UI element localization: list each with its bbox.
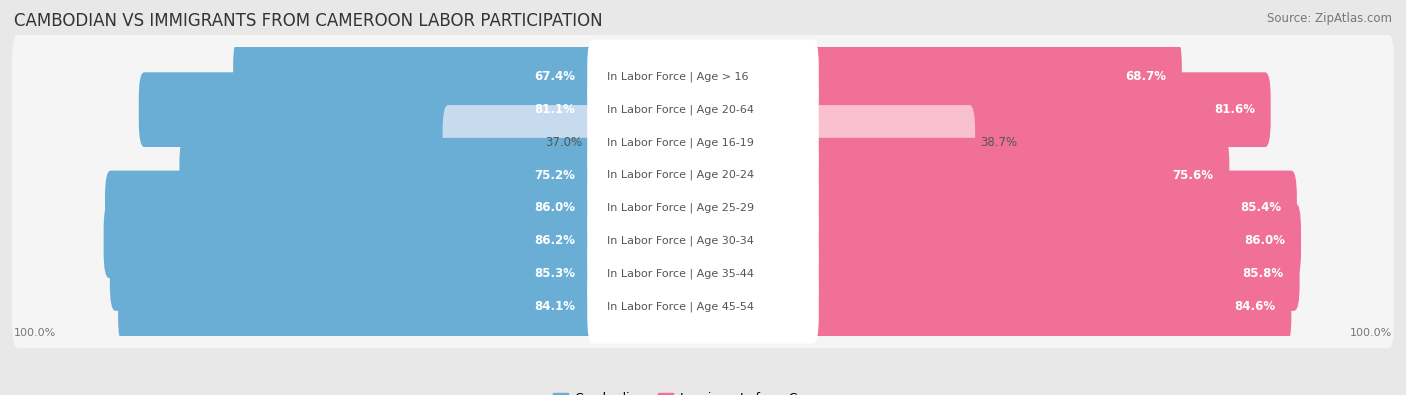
Text: CAMBODIAN VS IMMIGRANTS FROM CAMEROON LABOR PARTICIPATION: CAMBODIAN VS IMMIGRANTS FROM CAMEROON LA…	[14, 12, 603, 30]
Text: 85.4%: 85.4%	[1240, 201, 1281, 214]
Text: 100.0%: 100.0%	[1350, 328, 1392, 338]
FancyBboxPatch shape	[697, 105, 976, 180]
Text: 67.4%: 67.4%	[534, 70, 575, 83]
FancyBboxPatch shape	[443, 105, 709, 180]
Text: 75.6%: 75.6%	[1173, 169, 1213, 182]
Text: In Labor Force | Age 35-44: In Labor Force | Age 35-44	[606, 268, 754, 279]
FancyBboxPatch shape	[13, 133, 1393, 217]
Text: 81.1%: 81.1%	[534, 103, 575, 116]
FancyBboxPatch shape	[588, 40, 818, 114]
Text: 100.0%: 100.0%	[14, 328, 56, 338]
Text: 37.0%: 37.0%	[546, 136, 582, 149]
FancyBboxPatch shape	[588, 236, 818, 311]
FancyBboxPatch shape	[588, 105, 818, 180]
FancyBboxPatch shape	[13, 264, 1393, 348]
Text: Source: ZipAtlas.com: Source: ZipAtlas.com	[1267, 12, 1392, 25]
Text: 81.6%: 81.6%	[1213, 103, 1254, 116]
FancyBboxPatch shape	[104, 203, 709, 278]
Text: 86.0%: 86.0%	[534, 201, 575, 214]
Text: 75.2%: 75.2%	[534, 169, 575, 182]
Text: In Labor Force | Age 25-29: In Labor Force | Age 25-29	[606, 203, 754, 213]
FancyBboxPatch shape	[233, 40, 709, 114]
FancyBboxPatch shape	[13, 166, 1393, 250]
FancyBboxPatch shape	[118, 269, 709, 344]
FancyBboxPatch shape	[588, 72, 818, 147]
FancyBboxPatch shape	[697, 138, 1229, 213]
Text: In Labor Force | Age 16-19: In Labor Force | Age 16-19	[606, 137, 754, 148]
FancyBboxPatch shape	[697, 40, 1182, 114]
FancyBboxPatch shape	[139, 72, 709, 147]
Text: In Labor Force | Age > 16: In Labor Force | Age > 16	[606, 71, 748, 82]
Text: In Labor Force | Age 20-64: In Labor Force | Age 20-64	[606, 104, 754, 115]
FancyBboxPatch shape	[697, 171, 1296, 245]
Legend: Cambodian, Immigrants from Cameroon: Cambodian, Immigrants from Cameroon	[548, 387, 858, 395]
Text: 38.7%: 38.7%	[980, 136, 1017, 149]
Text: In Labor Force | Age 30-34: In Labor Force | Age 30-34	[606, 235, 754, 246]
Text: In Labor Force | Age 45-54: In Labor Force | Age 45-54	[606, 301, 754, 312]
FancyBboxPatch shape	[13, 199, 1393, 283]
FancyBboxPatch shape	[180, 138, 709, 213]
Text: 86.2%: 86.2%	[534, 234, 575, 247]
FancyBboxPatch shape	[13, 68, 1393, 152]
FancyBboxPatch shape	[110, 236, 709, 311]
FancyBboxPatch shape	[588, 203, 818, 278]
FancyBboxPatch shape	[697, 236, 1299, 311]
Text: 68.7%: 68.7%	[1125, 70, 1166, 83]
Text: In Labor Force | Age 20-24: In Labor Force | Age 20-24	[606, 170, 754, 181]
FancyBboxPatch shape	[697, 203, 1301, 278]
FancyBboxPatch shape	[13, 100, 1393, 184]
Text: 85.3%: 85.3%	[534, 267, 575, 280]
Text: 84.6%: 84.6%	[1234, 300, 1275, 313]
Text: 85.8%: 85.8%	[1243, 267, 1284, 280]
FancyBboxPatch shape	[588, 171, 818, 245]
FancyBboxPatch shape	[13, 35, 1393, 119]
FancyBboxPatch shape	[13, 231, 1393, 316]
FancyBboxPatch shape	[697, 269, 1291, 344]
Text: 84.1%: 84.1%	[534, 300, 575, 313]
FancyBboxPatch shape	[588, 138, 818, 213]
FancyBboxPatch shape	[697, 72, 1271, 147]
Text: 86.0%: 86.0%	[1244, 234, 1285, 247]
FancyBboxPatch shape	[588, 269, 818, 344]
FancyBboxPatch shape	[105, 171, 709, 245]
